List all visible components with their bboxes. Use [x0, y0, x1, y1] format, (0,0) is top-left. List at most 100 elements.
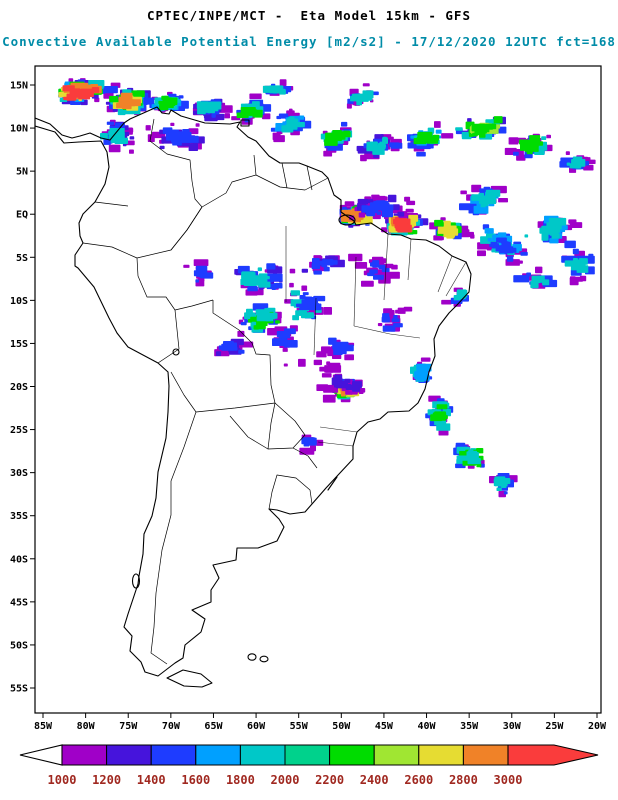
cape-cell [506, 256, 514, 262]
cape-cell [94, 97, 100, 103]
cape-cell [455, 127, 463, 131]
colorbar-label: 2400 [360, 773, 389, 787]
cape-cell [276, 115, 282, 120]
cape-cell [323, 307, 332, 315]
colorbar-segment [195, 744, 241, 766]
cape-cell [301, 268, 308, 273]
cape-cell [366, 141, 378, 149]
falkland-island-east [259, 655, 269, 663]
cape-cell [292, 315, 299, 321]
cape-cell [366, 199, 374, 204]
colorbar-segment [239, 744, 286, 766]
cape-cell [289, 282, 294, 288]
cape-cell [357, 198, 368, 205]
state-border-6 [445, 261, 467, 297]
country-borders [82, 118, 467, 665]
lon-label: 70W [162, 721, 181, 732]
cape-cell [196, 267, 205, 274]
cape-cell [237, 330, 245, 337]
colorbar-segment [418, 744, 464, 766]
cape-cell [546, 134, 551, 139]
cape-cell [118, 96, 128, 104]
state-border-7 [319, 426, 358, 433]
latitude-axis: 15N 10N 5N EQ 5S 10S 15S 20S 25S 30S 35S 40S 45S 50S 5… [10, 81, 35, 695]
cape-cell [491, 243, 499, 249]
colorbar-segment [61, 744, 108, 766]
cape-cell [541, 233, 549, 241]
cape-cell [166, 132, 181, 141]
lat-label: 20S [10, 382, 28, 393]
lon-label: 45W [375, 721, 394, 732]
marajo-island-outline [338, 214, 356, 226]
cape-cell [359, 94, 373, 101]
cape-cell [178, 95, 184, 99]
cape-cell [313, 270, 322, 275]
border-argentina-paraguay [229, 415, 269, 450]
cape-cell [405, 208, 414, 213]
cape-cell [159, 145, 165, 150]
cape-cell [344, 201, 355, 207]
cape-cell [165, 100, 176, 106]
cape-cell [395, 216, 408, 224]
cape-cell [566, 162, 571, 166]
cape-cell [334, 381, 342, 388]
cape-cell [108, 144, 121, 153]
cape-cell [115, 132, 125, 139]
cape-cell [340, 215, 351, 222]
cape-cell [361, 205, 369, 213]
cape-cell [371, 91, 379, 96]
border-brazil-argentina-misiones [292, 447, 318, 469]
chiloe-island-outline [131, 573, 141, 589]
cape-cell [497, 232, 507, 237]
cape-cell [381, 196, 388, 201]
cape-cell [500, 239, 504, 244]
lon-label: 55W [290, 721, 309, 732]
cape-cell [352, 387, 361, 392]
cape-cell [312, 259, 319, 264]
border-peru-bolivia-link [174, 299, 214, 311]
colorbar-label: 2800 [449, 773, 478, 787]
cape-cell [147, 134, 155, 142]
cape-cell [474, 130, 480, 136]
cape-cell [224, 113, 230, 119]
cape-cell [485, 123, 497, 130]
cape-cell [579, 258, 588, 265]
border-venezuela-colombia-brazil [149, 118, 257, 208]
cape-cell [460, 190, 467, 195]
cape-cell [377, 258, 387, 264]
cape-cell [313, 359, 322, 366]
cape-cell [496, 487, 502, 491]
cape-cell [356, 145, 364, 152]
cape-cell [485, 192, 492, 197]
cape-cell [393, 315, 398, 319]
cape-cell [539, 227, 553, 234]
cape-cell [436, 423, 451, 431]
cape-cell [131, 90, 145, 98]
cape-cell [241, 272, 256, 279]
cape-cell [182, 129, 190, 137]
cape-cell [391, 318, 400, 323]
cape-cell [390, 142, 403, 149]
cape-cell [364, 196, 372, 200]
lat-label: 5S [16, 253, 28, 264]
cape-cell [568, 219, 577, 224]
cape-cell [441, 133, 454, 139]
cape-cell [203, 106, 215, 113]
cape-cell [290, 290, 300, 296]
lon-label: 20W [588, 721, 607, 732]
cape-field [58, 78, 596, 498]
title-line2: Convective Available Potential Energy [m… [2, 34, 616, 49]
cape-cell [436, 404, 448, 410]
cape-cell [360, 154, 367, 162]
cape-cell [435, 129, 442, 134]
cape-cell [397, 211, 405, 217]
cape-cell [223, 341, 231, 347]
cape-cell [373, 274, 384, 280]
cape-cell [373, 154, 380, 158]
cape-cell [508, 137, 519, 145]
cape-cell [346, 383, 351, 388]
patos-lagoon-line [327, 476, 338, 491]
cape-cell [289, 268, 296, 274]
cape-cell [247, 319, 255, 323]
